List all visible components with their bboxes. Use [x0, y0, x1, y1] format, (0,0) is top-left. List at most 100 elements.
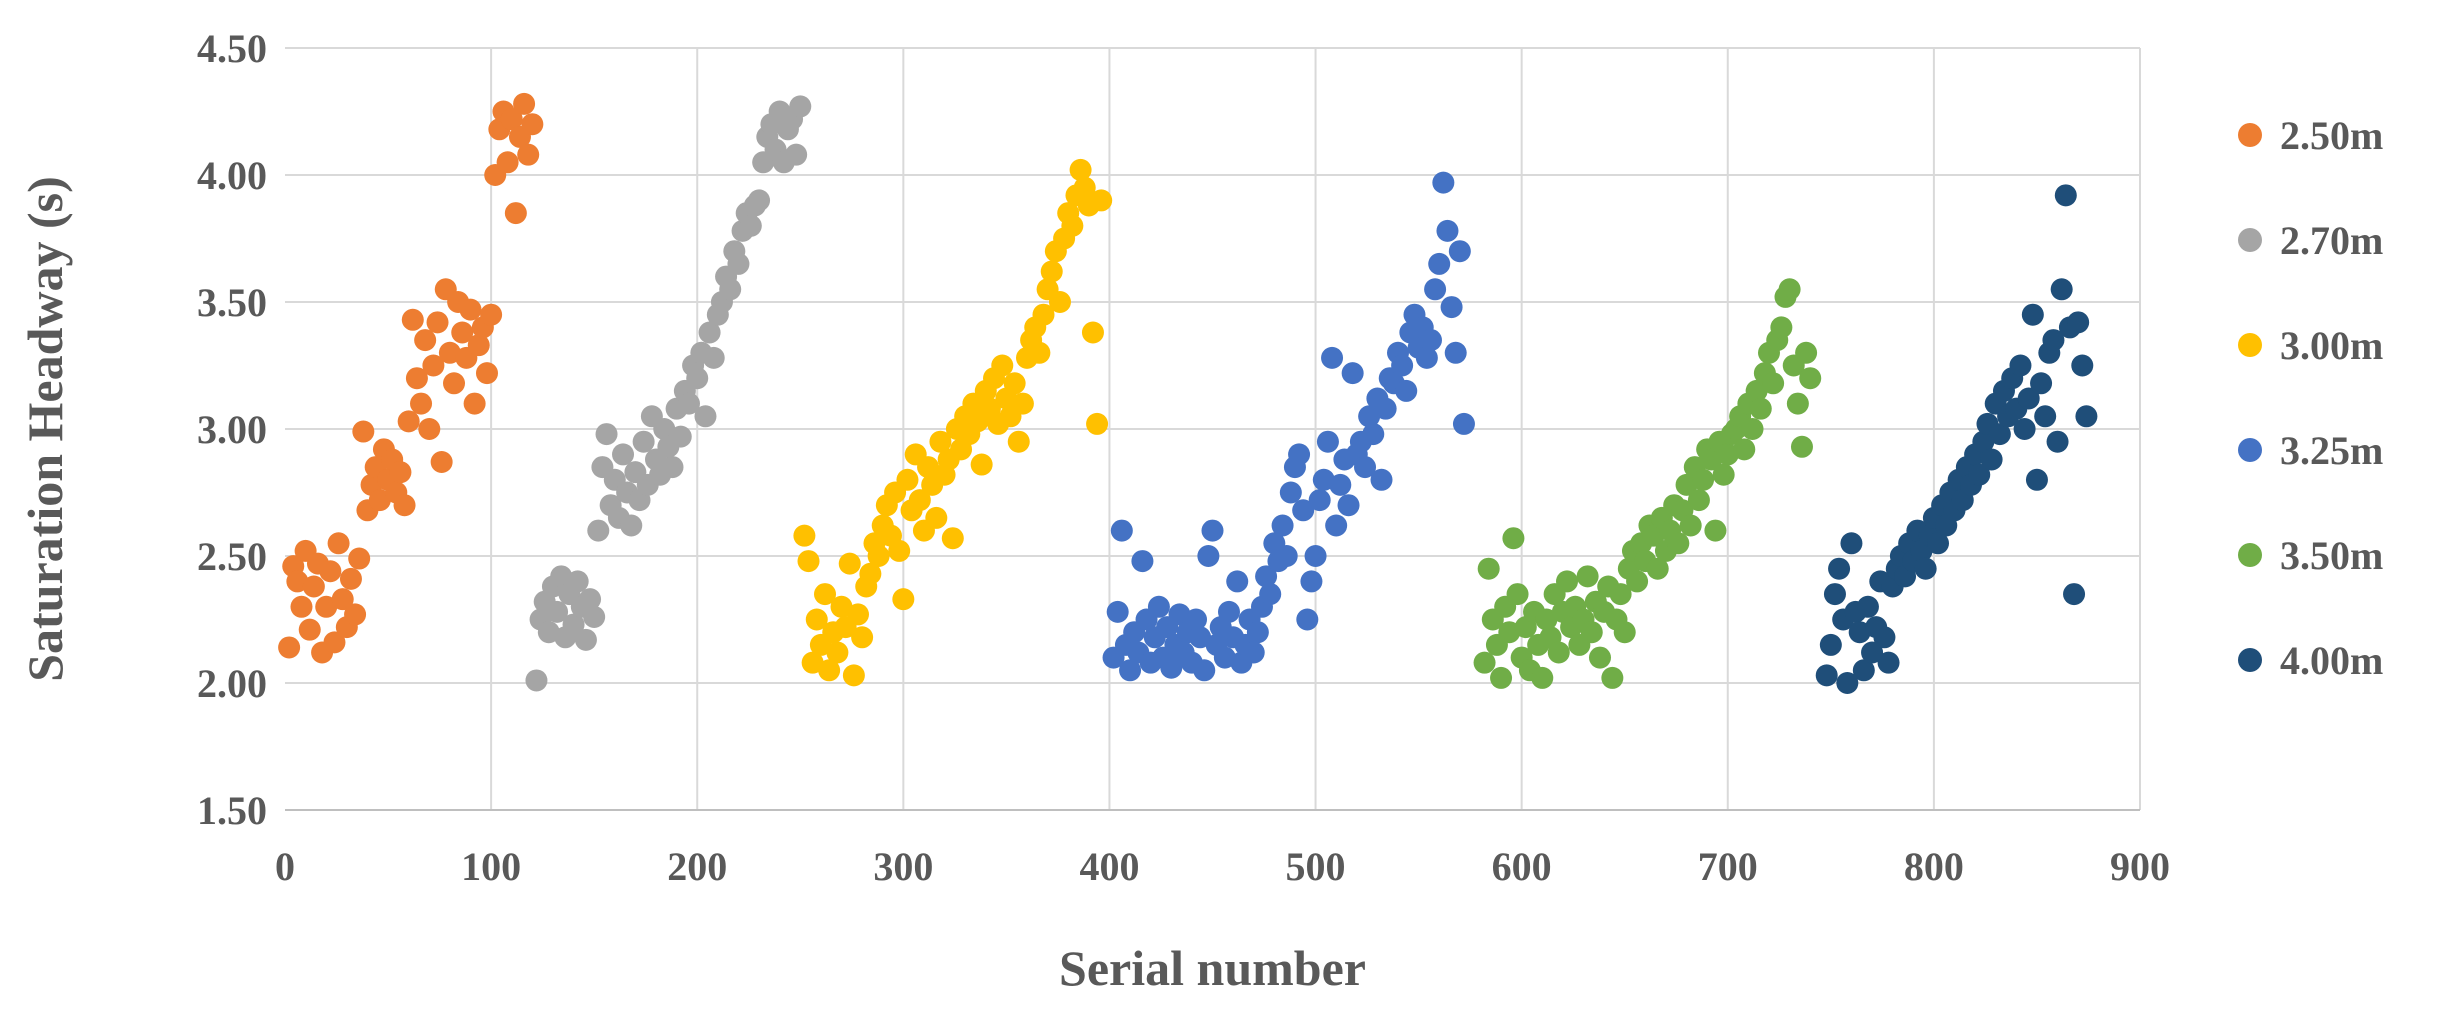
data-point	[1692, 468, 1715, 491]
data-point	[467, 334, 490, 357]
data-point	[1980, 448, 2003, 471]
data-point	[1576, 565, 1599, 588]
legend: 2.50m 2.70m 3.00m 3.25m 3.50m 4.00m	[2238, 113, 2383, 683]
data-point	[1795, 341, 1818, 364]
data-point	[1535, 608, 1558, 631]
data-point	[1028, 341, 1051, 364]
data-point	[620, 514, 643, 537]
data-point	[1246, 621, 1269, 644]
data-point	[426, 311, 449, 334]
data-point	[2013, 418, 2036, 440]
data-point	[1432, 171, 1455, 194]
data-point	[562, 613, 585, 636]
data-point	[595, 423, 618, 446]
series-3.25m	[1102, 171, 1475, 682]
data-point	[1011, 392, 1034, 415]
data-point	[1304, 545, 1327, 567]
data-point	[1106, 600, 1129, 623]
data-point	[1337, 494, 1360, 517]
data-point	[1745, 379, 1768, 402]
data-point	[818, 659, 841, 682]
data-point	[1531, 666, 1554, 689]
data-point	[1362, 423, 1385, 446]
data-point	[504, 202, 527, 225]
data-point	[397, 410, 420, 433]
data-point	[401, 308, 424, 331]
data-point	[1749, 397, 1772, 420]
data-point	[1296, 608, 1319, 631]
data-point	[278, 636, 301, 659]
data-point	[789, 95, 812, 118]
data-point	[1081, 321, 1104, 344]
data-point	[1877, 651, 1900, 674]
legend-label: 3.50m	[2280, 533, 2383, 578]
data-point	[1424, 278, 1447, 301]
data-point	[1007, 430, 1030, 453]
data-point	[846, 603, 869, 626]
x-tick-label: 0	[275, 844, 295, 889]
data-point	[1226, 570, 1249, 593]
data-point	[1436, 219, 1459, 242]
data-point	[574, 628, 597, 651]
data-point	[686, 367, 709, 390]
data-point	[805, 608, 828, 631]
data-point	[298, 618, 321, 641]
data-point	[1687, 489, 1710, 512]
data-point	[1259, 583, 1282, 606]
data-point	[1828, 557, 1851, 580]
series-2.50m	[278, 92, 544, 664]
data-point	[1440, 296, 1463, 319]
data-point	[2034, 405, 2057, 428]
series-3.00m	[793, 158, 1113, 687]
data-point	[443, 372, 466, 395]
series-4.00m	[1815, 184, 2098, 694]
data-point	[801, 651, 824, 674]
data-point	[892, 588, 915, 611]
legend-marker	[2238, 543, 2262, 567]
data-point	[1770, 316, 1793, 339]
legend-marker	[2238, 228, 2262, 252]
data-point	[1341, 362, 1364, 385]
data-point	[698, 321, 721, 344]
data-point	[525, 669, 548, 692]
data-point	[1762, 372, 1785, 395]
data-point	[793, 524, 816, 547]
legend-item: 3.25m	[2238, 428, 2383, 473]
series-2.70m	[525, 95, 812, 692]
y-tick-label: 3.00	[197, 407, 267, 452]
data-point	[451, 321, 474, 344]
data-point	[1370, 468, 1393, 491]
data-point	[2071, 354, 2094, 377]
y-tick-label: 1.50	[197, 788, 267, 833]
data-point	[1119, 659, 1142, 682]
data-point	[496, 151, 519, 174]
data-point	[1160, 656, 1183, 679]
x-tick-label: 600	[1492, 844, 1552, 889]
data-point	[1861, 641, 1884, 664]
data-point	[1914, 557, 1937, 580]
data-point	[2050, 278, 2073, 301]
data-point	[896, 468, 919, 491]
data-point	[2075, 405, 2098, 428]
data-point	[1613, 621, 1636, 644]
data-point	[1279, 481, 1302, 504]
x-tick-label: 900	[2110, 844, 2170, 889]
data-point	[2042, 329, 2065, 352]
x-tick-label: 800	[1904, 844, 1964, 889]
data-point	[797, 550, 820, 573]
data-point	[1358, 405, 1381, 428]
data-point	[1288, 443, 1311, 466]
tick-layer: 1.50 2.00 2.50 3.00 3.50 4.00 4.50 0 100 200 300 40…	[197, 26, 2170, 889]
data-point	[1329, 473, 1352, 496]
x-tick-label: 100	[461, 844, 521, 889]
data-point	[319, 560, 342, 583]
data-point	[1201, 519, 1224, 542]
data-point	[1321, 346, 1344, 369]
data-point	[612, 443, 635, 466]
data-point	[2009, 354, 2032, 377]
legend-item: 3.00m	[2238, 323, 2383, 368]
data-point	[1110, 519, 1133, 542]
data-point	[1601, 666, 1624, 689]
